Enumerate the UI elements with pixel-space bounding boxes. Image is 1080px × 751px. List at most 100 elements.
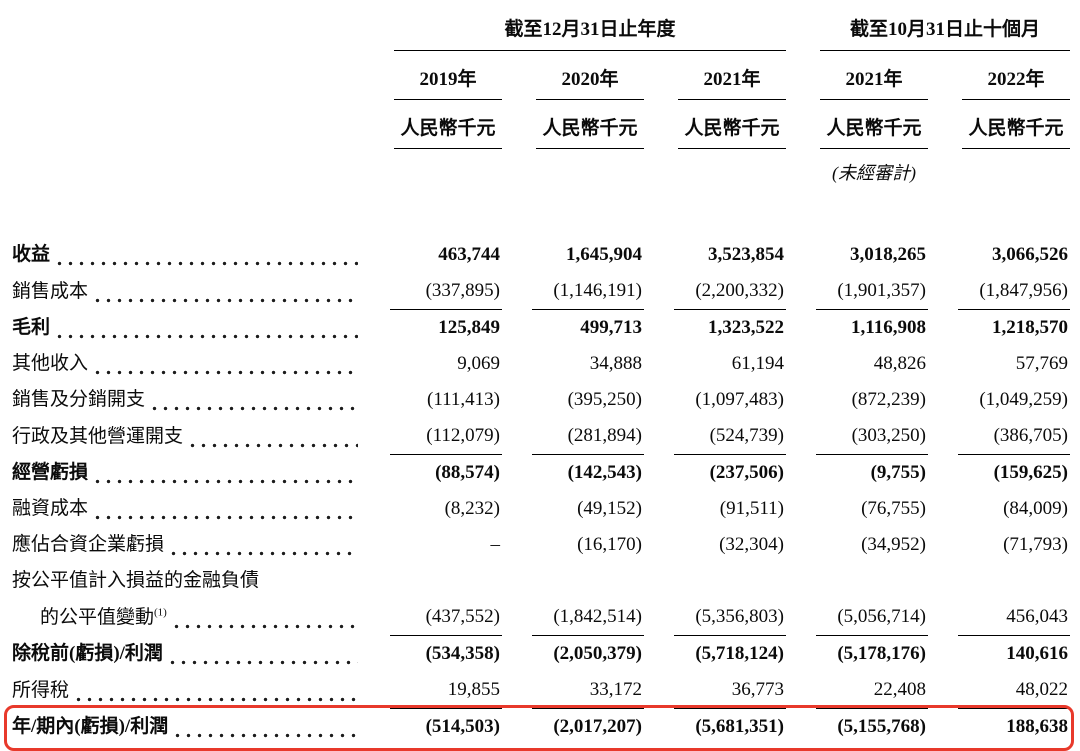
col-group-annual-title: 截至12月31日止年度 (504, 19, 676, 40)
unit-header: 人民幣千元 (536, 105, 644, 149)
value-cell: (395,250) (567, 389, 642, 410)
dot-leader (169, 654, 358, 666)
table-row-share-of-jv-loss: 應佔合資企業虧損 – (16,170) (32,304) (34,952) (7… (10, 527, 1070, 563)
value-cell: 1,218,570 (992, 317, 1068, 338)
value-cell: (337,895) (390, 273, 502, 310)
row-label: 融資成本 (12, 498, 89, 519)
value-cell: 499,713 (580, 317, 642, 338)
value-cell: 22,408 (816, 672, 928, 709)
value-cell: (437,552) (390, 599, 502, 636)
row-label: 銷售成本 (12, 281, 89, 302)
value-cell: (142,543) (567, 462, 642, 483)
table-row-admin-expenses: 行政及其他營運開支 (112,079) (281,894) (524,739) … (10, 418, 1070, 455)
value-cell: 48,022 (958, 672, 1070, 709)
column-group-row: 截至12月31日止年度 截至10月31日止十個月 (10, 14, 1070, 51)
table-row-revenue: 收益 463,744 1,645,904 3,523,854 3,018,265… (10, 237, 1070, 273)
dot-leader (57, 255, 358, 267)
dot-leader (76, 691, 358, 703)
value-cell: 140,616 (1006, 643, 1068, 664)
value-cell: 19,855 (390, 672, 502, 709)
table-row-operating-loss: 經營虧損 (88,574) (142,543) (237,506) (9,755… (10, 455, 1070, 491)
table-row-gross-profit: 毛利 125,849 499,713 1,323,522 1,116,908 1… (10, 310, 1070, 346)
unit-header: 人民幣千元 (962, 105, 1070, 149)
dot-leader (95, 509, 358, 521)
table-row-other-income: 其他收入 9,069 34,888 61,194 48,826 57,769 (10, 346, 1070, 382)
value-cell: 3,018,265 (850, 244, 926, 265)
value-cell: (2,200,332) (674, 273, 786, 310)
dot-leader (95, 292, 358, 304)
row-label: 行政及其他營運開支 (12, 426, 184, 447)
unit-header-row: 人民幣千元 人民幣千元 人民幣千元 人民幣千元 人民幣千元 (10, 105, 1070, 149)
dot-leader (95, 364, 358, 376)
value-cell: (386,705) (958, 418, 1070, 455)
value-cell: (32,304) (719, 534, 784, 555)
value-cell: (1,842,514) (532, 599, 644, 636)
value-cell: (2,017,207) (553, 716, 642, 737)
unit-header: 人民幣千元 (678, 105, 786, 149)
row-label: 年/期內(虧損)/利潤 (12, 716, 169, 737)
value-cell: 463,744 (438, 244, 500, 265)
dot-leader (190, 437, 358, 449)
value-cell: 9,069 (457, 353, 500, 374)
value-cell: (524,739) (674, 418, 786, 455)
value-cell: (49,152) (577, 498, 642, 519)
dot-leader (95, 473, 358, 485)
row-label: 其他收入 (12, 353, 89, 374)
value-cell: 188,638 (1006, 716, 1068, 737)
unit-header: 人民幣千元 (394, 105, 502, 149)
value-cell: (5,155,768) (837, 716, 926, 737)
year-header: 2021年 (678, 56, 786, 100)
value-cell: 1,323,522 (708, 317, 784, 338)
unit-header: 人民幣千元 (820, 105, 928, 149)
value-cell: 1,645,904 (566, 244, 642, 265)
table-body: 收益 463,744 1,645,904 3,523,854 3,018,265… (4, 237, 1074, 751)
table-row-finance-costs: 融資成本 (8,232) (49,152) (91,511) (76,755) … (10, 491, 1070, 527)
value-cell: (2,050,379) (553, 643, 642, 664)
row-label: 銷售及分銷開支 (12, 389, 146, 410)
value-cell: (1,901,357) (816, 273, 928, 310)
footnote-marker: (1) (154, 606, 167, 619)
dot-leader (173, 618, 358, 630)
value-cell: (1,146,191) (532, 273, 644, 310)
value-cell: (8,232) (444, 498, 500, 519)
value-cell: (159,625) (993, 462, 1068, 483)
unaudited-note: (未經審計) (832, 163, 916, 183)
value-cell: 3,523,854 (708, 244, 784, 265)
table-row-selling-expenses: 銷售及分銷開支 (111,413) (395,250) (1,097,483) … (10, 382, 1070, 418)
table-header: 截至12月31日止年度 截至10月31日止十個月 2019年 2020年 202… (10, 14, 1070, 185)
row-label: 經營虧損 (12, 462, 89, 483)
value-cell: (872,239) (851, 389, 926, 410)
table-row-fv-change: 的公平值變動(1) (437,552) (1,842,514) (5,356,8… (10, 599, 1070, 636)
table-row-income-tax: 所得稅 19,855 33,172 36,773 22,408 48,022 (10, 672, 1070, 709)
year-header: 2020年 (536, 56, 644, 100)
value-cell: (5,356,803) (674, 599, 786, 636)
value-cell: 48,826 (873, 353, 926, 374)
value-cell: (88,574) (435, 462, 500, 483)
row-label: 除稅前(虧損)/利潤 (12, 643, 163, 664)
value-cell: 125,849 (438, 317, 500, 338)
value-cell: (111,413) (427, 389, 500, 410)
value-cell: (16,170) (577, 534, 642, 555)
row-label: 毛利 (12, 317, 51, 338)
value-cell: (5,178,176) (837, 643, 926, 664)
value-cell: 57,769 (1015, 353, 1068, 374)
value-cell: 456,043 (958, 599, 1070, 636)
note-header-row: (未經審計) (10, 149, 1070, 185)
row-label: 收益 (12, 244, 51, 265)
value-cell: 34,888 (589, 353, 642, 374)
value-cell: (1,049,259) (979, 389, 1068, 410)
dot-leader (175, 727, 358, 739)
col-group-annual: 截至12月31日止年度 (394, 14, 786, 51)
year-header-row: 2019年 2020年 2021年 2021年 2022年 (10, 56, 1070, 100)
value-cell: (281,894) (532, 418, 644, 455)
value-cell: (84,009) (1003, 498, 1068, 519)
value-cell: 33,172 (532, 672, 644, 709)
year-header: 2022年 (962, 56, 1070, 100)
value-cell: 61,194 (731, 353, 784, 374)
row-label: 按公平值計入損益的金融負債 (12, 570, 260, 591)
value-cell: (76,755) (861, 498, 926, 519)
value-cell: – (490, 534, 501, 555)
value-cell: 3,066,526 (992, 244, 1068, 265)
value-cell: (237,506) (709, 462, 784, 483)
